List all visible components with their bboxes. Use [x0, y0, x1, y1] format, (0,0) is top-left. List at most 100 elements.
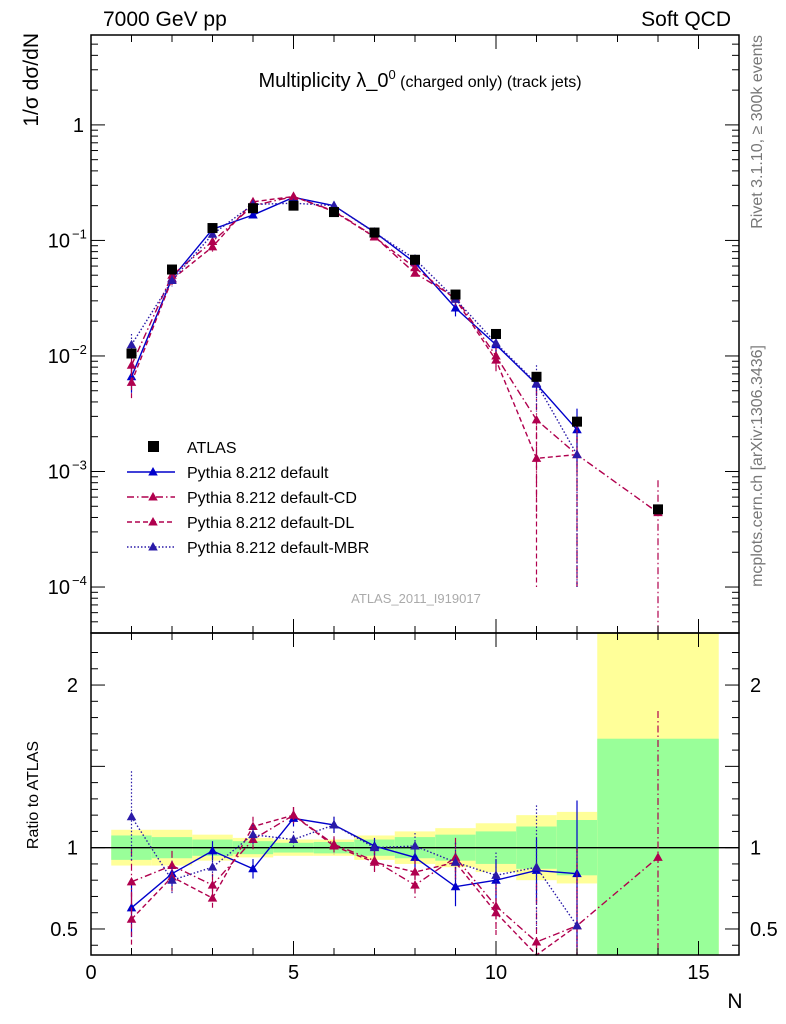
ratio-y-tick-label-left: 2 [67, 675, 78, 697]
ratio-point [450, 852, 461, 861]
ratio-point [207, 845, 218, 855]
x-tick-label: 0 [85, 962, 96, 984]
atlas-point [126, 348, 137, 359]
main-y-tick-exponent: −4 [72, 573, 87, 588]
main-title-superscript: 0 [388, 67, 395, 82]
ratio-point [653, 852, 663, 861]
data-point [329, 200, 339, 210]
series-line [130, 196, 578, 431]
ratio-y-tick-label-left: 1 [67, 838, 78, 860]
ratio-point [369, 857, 380, 866]
ratio-y-tick-label-right: 1 [750, 838, 761, 860]
data-point [126, 339, 137, 349]
ratio-y-axis-label: Ratio to ATLAS [25, 741, 42, 849]
data-point [207, 229, 218, 238]
data-point [207, 241, 218, 251]
data-point [288, 191, 299, 201]
ratio-point [491, 907, 501, 917]
main-y-tick-exponent: −2 [72, 342, 87, 357]
ratio-point [207, 862, 218, 871]
atlas-point [450, 289, 461, 300]
ratio-point [167, 875, 177, 884]
data-point [531, 453, 542, 462]
main-y-tick-label: 10 [48, 230, 70, 252]
data-point [126, 360, 137, 369]
legend-entry-4: Pythia 8.212 default-DL [127, 515, 354, 532]
series-1 [126, 192, 582, 467]
legend-entry-5: Pythia 8.212 default-MBR [127, 540, 369, 557]
data-point [531, 414, 542, 424]
ratio-point [572, 920, 582, 930]
ratio-point [288, 834, 299, 844]
series-line [130, 195, 578, 460]
atlas-point [329, 207, 339, 218]
atlas-point [491, 328, 501, 339]
main-series [126, 191, 663, 633]
data-point [531, 378, 542, 387]
mcplots-label: mcplots.cern.ch [arXiv:1306.3436] [749, 345, 766, 587]
main-title: Multiplicity λ_00 (charged only) (track … [258, 67, 581, 92]
series-2 [126, 191, 663, 633]
data-point [450, 303, 461, 312]
ratio-point [288, 810, 299, 819]
ratio-line [130, 814, 578, 956]
ratio-point [248, 829, 258, 839]
legend-entry-1: ATLAS [148, 440, 237, 457]
ratio-point [126, 902, 137, 912]
legend-marker [148, 542, 158, 551]
series-line [130, 202, 578, 455]
ratio-point [491, 870, 501, 879]
atlas-point [167, 264, 177, 275]
legend-marker [148, 441, 159, 452]
ratio-point [410, 852, 420, 861]
data-point [248, 210, 258, 219]
legend-label: Pythia 8.212 default-DL [187, 515, 354, 532]
ratio-point [450, 881, 461, 891]
ratio-y-tick-label-left: 0.5 [50, 919, 78, 941]
atlas-point [207, 223, 218, 234]
analysis-watermark: ATLAS_2011_I919017 [351, 591, 481, 606]
main-title-text: Multiplicity λ_0 [258, 70, 388, 92]
ratio-uncertainty-bands [91, 633, 739, 955]
data-point [410, 268, 420, 277]
main-title-tail: (charged only) (track jets) [396, 74, 582, 91]
ratio-point [531, 936, 542, 946]
legend-label: Pythia 8.212 default [187, 465, 329, 482]
rivet-label: Rivet 3.1.10, ≥ 300k events [749, 35, 766, 229]
ratio-point [248, 834, 258, 844]
ratio-point [369, 842, 380, 852]
atlas-point [572, 416, 582, 427]
atlas-point [288, 200, 299, 211]
ratio-point [531, 862, 542, 871]
ratio-line [130, 816, 578, 927]
ratio-point [450, 857, 461, 866]
main-y-tick-label: 10 [48, 577, 70, 599]
ratio-y-tick-label-right: 0.5 [750, 919, 778, 941]
atlas-point [653, 504, 663, 515]
x-tick-label: 10 [485, 962, 507, 984]
atlas-point [410, 254, 420, 265]
legend-marker [148, 517, 158, 526]
main-y-tick-exponent: −1 [72, 226, 87, 241]
ratio-point [207, 880, 218, 889]
data-point [572, 449, 582, 459]
ratio-point [329, 819, 339, 829]
data-point [167, 275, 177, 284]
legend: ATLAS Pythia 8.212 default Pythia 8.212 de… [127, 440, 369, 557]
data-point [410, 262, 420, 272]
legend-marker [148, 467, 158, 476]
ratio-point [126, 876, 137, 886]
x-tick-label: 5 [288, 962, 299, 984]
x-tick-label: 15 [687, 962, 709, 984]
ratio-series-4 [126, 771, 582, 955]
data-point [207, 236, 218, 245]
ratio-point [126, 811, 137, 821]
ratio-line [131, 817, 578, 909]
ratio-point [126, 914, 137, 923]
data-point [491, 338, 501, 347]
legend-entry-2: Pythia 8.212 default [127, 465, 329, 482]
atlas-point [531, 371, 542, 382]
main-y-axis-label: 1/σ dσ/dN [20, 33, 43, 127]
ratio-point [410, 867, 420, 876]
